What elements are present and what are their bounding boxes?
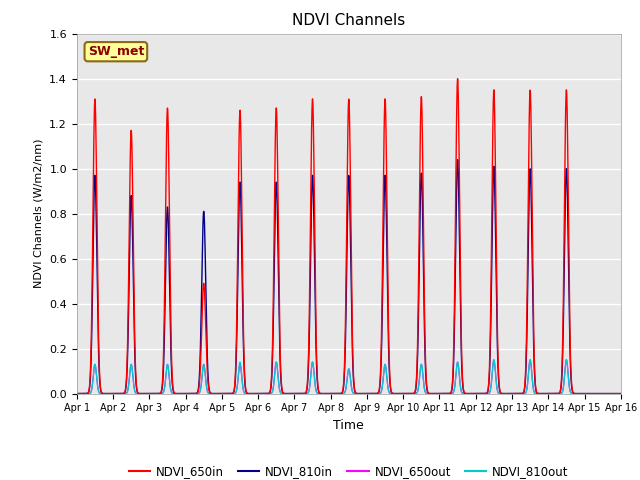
NDVI_810in bbox=[318, 391, 326, 396]
NDVI_650in bbox=[402, 391, 410, 396]
NDVI_810out bbox=[617, 391, 625, 396]
NDVI_810in bbox=[402, 391, 410, 396]
NDVI_650out bbox=[617, 391, 625, 396]
Line: NDVI_650out: NDVI_650out bbox=[77, 360, 621, 394]
Legend: NDVI_650in, NDVI_810in, NDVI_650out, NDVI_810out: NDVI_650in, NDVI_810in, NDVI_650out, NDV… bbox=[124, 461, 573, 480]
NDVI_650out bbox=[275, 384, 283, 390]
NDVI_810in bbox=[502, 391, 509, 396]
NDVI_650out bbox=[73, 391, 81, 396]
NDVI_650out bbox=[502, 391, 509, 396]
NDVI_810out bbox=[614, 391, 621, 396]
NDVI_650out bbox=[318, 391, 326, 396]
Line: NDVI_810out: NDVI_810out bbox=[77, 360, 621, 394]
NDVI_650out bbox=[490, 357, 498, 363]
NDVI_810out bbox=[502, 391, 509, 396]
NDVI_810out bbox=[318, 391, 326, 396]
NDVI_650in bbox=[275, 288, 283, 294]
NDVI_810in bbox=[454, 157, 461, 163]
NDVI_650out bbox=[402, 391, 410, 396]
NDVI_650in bbox=[73, 391, 81, 396]
NDVI_810in bbox=[275, 315, 283, 321]
Text: SW_met: SW_met bbox=[88, 45, 144, 58]
Line: NDVI_810in: NDVI_810in bbox=[77, 160, 621, 394]
NDVI_650out bbox=[614, 391, 621, 396]
NDVI_810out bbox=[73, 391, 81, 396]
NDVI_810out bbox=[275, 384, 283, 390]
NDVI_650out bbox=[521, 391, 529, 396]
NDVI_650in bbox=[318, 391, 326, 396]
NDVI_650in bbox=[614, 391, 621, 396]
Line: NDVI_650in: NDVI_650in bbox=[77, 79, 621, 394]
Y-axis label: NDVI Channels (W/m2/nm): NDVI Channels (W/m2/nm) bbox=[34, 139, 44, 288]
Title: NDVI Channels: NDVI Channels bbox=[292, 13, 405, 28]
NDVI_650in bbox=[521, 384, 529, 390]
X-axis label: Time: Time bbox=[333, 419, 364, 432]
NDVI_810out bbox=[521, 391, 529, 396]
NDVI_810in bbox=[617, 391, 625, 396]
NDVI_650in bbox=[617, 391, 625, 396]
NDVI_650in bbox=[454, 76, 461, 82]
NDVI_810in bbox=[521, 386, 529, 392]
NDVI_810out bbox=[490, 357, 498, 363]
NDVI_810in bbox=[614, 391, 621, 396]
NDVI_650in bbox=[502, 391, 509, 396]
NDVI_810in bbox=[73, 391, 81, 396]
NDVI_810out bbox=[402, 391, 410, 396]
